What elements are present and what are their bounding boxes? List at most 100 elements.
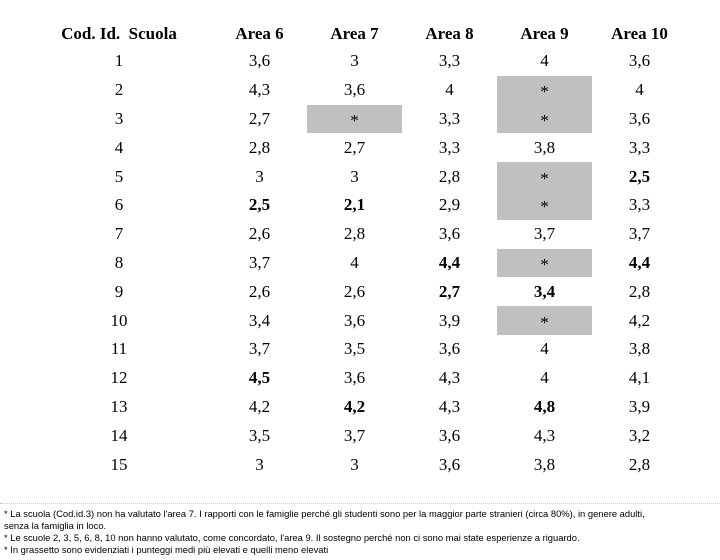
score-cell: 2,6 bbox=[343, 281, 366, 301]
score-cell: 3,7 bbox=[628, 224, 651, 244]
score-cell: 4,1 bbox=[628, 368, 651, 388]
score-cell: 4 bbox=[540, 51, 549, 71]
not-evaluated-cell: * bbox=[307, 104, 402, 134]
score-cell: 2,9 bbox=[438, 195, 461, 215]
not-evaluated-cell: * bbox=[497, 190, 592, 220]
score-cell: 3,6 bbox=[438, 454, 461, 474]
score-cell: 4,4 bbox=[628, 252, 651, 272]
row-id-cell: 15 bbox=[110, 454, 128, 474]
footnote-line: * Le scuole 2, 3, 5, 6, 8, 10 non hanno … bbox=[4, 532, 580, 543]
score-cell: 4,4 bbox=[438, 252, 461, 272]
score-cell: 3,6 bbox=[343, 310, 366, 330]
table-body: 1 3,6 3 3,3 4 3,6 2 4,3 3,6 4 * 4 3 2,7 * 3,3 * 3,6 4 2,8 2,… bbox=[40, 47, 687, 479]
score-cell: 2,1 bbox=[343, 195, 366, 215]
score-cell: 4,3 bbox=[438, 368, 461, 388]
score-cell: 4,5 bbox=[248, 368, 271, 388]
score-cell: 3 bbox=[350, 51, 359, 71]
score-cell: 2,8 bbox=[628, 281, 651, 301]
footnote-line: * La scuola (Cod.id.3) non ha valutato l… bbox=[4, 508, 645, 519]
row-id-cell: 1 bbox=[114, 51, 124, 71]
score-cell: 4,2 bbox=[343, 396, 366, 416]
row-id-cell: 13 bbox=[110, 396, 128, 416]
score-cell: 2,6 bbox=[248, 281, 271, 301]
table-row: 3 2,7 * 3,3 * 3,6 bbox=[40, 104, 687, 134]
score-cell: 3,7 bbox=[248, 252, 271, 272]
score-cell: 3,6 bbox=[628, 108, 651, 128]
score-cell: 3,6 bbox=[628, 51, 651, 71]
not-evaluated-asterisk: * bbox=[540, 197, 549, 217]
score-cell: 4,2 bbox=[248, 396, 271, 416]
table-row: 4 2,8 2,7 3,3 3,8 3,3 bbox=[40, 133, 687, 162]
row-id-cell: 2 bbox=[114, 80, 124, 100]
table-row: 11 3,7 3,5 3,6 4 3,8 bbox=[40, 335, 687, 364]
column-header-area: Area 10 bbox=[611, 23, 668, 43]
table-row: 13 4,2 4,2 4,3 4,8 3,9 bbox=[40, 393, 687, 422]
table-header-row: Cod. Id. Scuola Area 6 Area 7 Area 8 Area 9… bbox=[40, 20, 687, 47]
score-cell: 3,8 bbox=[533, 454, 556, 474]
score-cell: 4 bbox=[635, 80, 644, 100]
score-cell: 3,6 bbox=[248, 51, 271, 71]
score-cell: 3,6 bbox=[343, 80, 366, 100]
score-cell: 3,3 bbox=[438, 108, 461, 128]
row-id-cell: 14 bbox=[110, 425, 128, 445]
score-cell: 3,8 bbox=[628, 339, 651, 359]
row-id-cell: 4 bbox=[114, 137, 124, 157]
score-cell: 3,7 bbox=[533, 224, 556, 244]
row-id-cell: 11 bbox=[110, 339, 128, 359]
score-cell: 3,3 bbox=[628, 137, 651, 157]
score-cell: 2,5 bbox=[628, 166, 651, 186]
table-row: 2 4,3 3,6 4 * 4 bbox=[40, 75, 687, 105]
row-id-cell: 10 bbox=[110, 310, 128, 330]
table-row: 15 3 3 3,6 3,8 2,8 bbox=[40, 450, 687, 479]
column-header-area: Area 9 bbox=[520, 23, 569, 43]
score-cell: 4,3 bbox=[533, 425, 556, 445]
score-cell: 4,8 bbox=[533, 396, 556, 416]
footnote-line: senza la famiglia in loco. bbox=[4, 520, 107, 531]
not-evaluated-cell: * bbox=[497, 306, 592, 335]
score-cell: 3,4 bbox=[248, 310, 271, 330]
score-cell: 2,6 bbox=[248, 224, 271, 244]
score-cell: 4 bbox=[540, 339, 549, 359]
row-id-cell: 5 bbox=[114, 166, 124, 186]
score-cell: 3,7 bbox=[343, 425, 366, 445]
score-cell: 3,9 bbox=[628, 396, 651, 416]
table-row: 10 3,4 3,6 3,9 * 4,2 bbox=[40, 306, 687, 335]
not-evaluated-cell: * bbox=[497, 75, 592, 105]
row-id-cell: 7 bbox=[114, 224, 124, 244]
table-row: 9 2,6 2,6 2,7 3,4 2,8 bbox=[40, 277, 687, 306]
row-id-cell: 6 bbox=[114, 195, 124, 215]
score-cell: 2,8 bbox=[343, 224, 366, 244]
column-header-area: Area 6 bbox=[235, 23, 284, 43]
row-id-cell: 8 bbox=[114, 252, 124, 272]
score-cell: 4,2 bbox=[628, 310, 651, 330]
score-cell: 4 bbox=[350, 252, 359, 272]
not-evaluated-asterisk: * bbox=[540, 254, 549, 274]
score-cell: 3,3 bbox=[628, 195, 651, 215]
evaluation-table: Cod. Id. Scuola Area 6 Area 7 Area 8 Area 9… bbox=[40, 20, 687, 479]
score-cell: 3,3 bbox=[438, 137, 461, 157]
footnote-line: * In grassetto sono evidenziati i punteg… bbox=[4, 544, 329, 555]
score-cell: 2,7 bbox=[343, 137, 366, 157]
score-cell: 4 bbox=[540, 368, 549, 388]
table-row: 7 2,6 2,8 3,6 3,7 3,7 bbox=[40, 220, 687, 249]
table-row: 5 3 3 2,8 * 2,5 bbox=[40, 162, 687, 191]
footnotes: * La scuola (Cod.id.3) non ha valutato l… bbox=[0, 503, 720, 556]
score-cell: 4 bbox=[445, 80, 454, 100]
table-row: 6 2,5 2,1 2,9 * 3,3 bbox=[40, 190, 687, 220]
score-cell: 3 bbox=[255, 166, 264, 186]
score-cell: 3,6 bbox=[438, 425, 461, 445]
score-cell: 3,6 bbox=[438, 339, 461, 359]
not-evaluated-asterisk: * bbox=[540, 168, 549, 188]
score-cell: 3 bbox=[350, 166, 359, 186]
not-evaluated-cell: * bbox=[497, 162, 592, 191]
column-header-area: Area 8 bbox=[425, 23, 474, 43]
score-cell: 4,3 bbox=[438, 396, 461, 416]
score-cell: 3,7 bbox=[248, 339, 271, 359]
slide: Cod. Id. Scuola Area 6 Area 7 Area 8 Area 9… bbox=[0, 20, 720, 560]
not-evaluated-asterisk: * bbox=[540, 312, 549, 332]
score-cell: 3,4 bbox=[533, 281, 556, 301]
row-id-cell: 3 bbox=[114, 108, 124, 128]
score-cell: 2,7 bbox=[438, 281, 461, 301]
column-header-id: Cod. Id. Scuola bbox=[61, 23, 177, 43]
score-cell: 3,8 bbox=[533, 137, 556, 157]
